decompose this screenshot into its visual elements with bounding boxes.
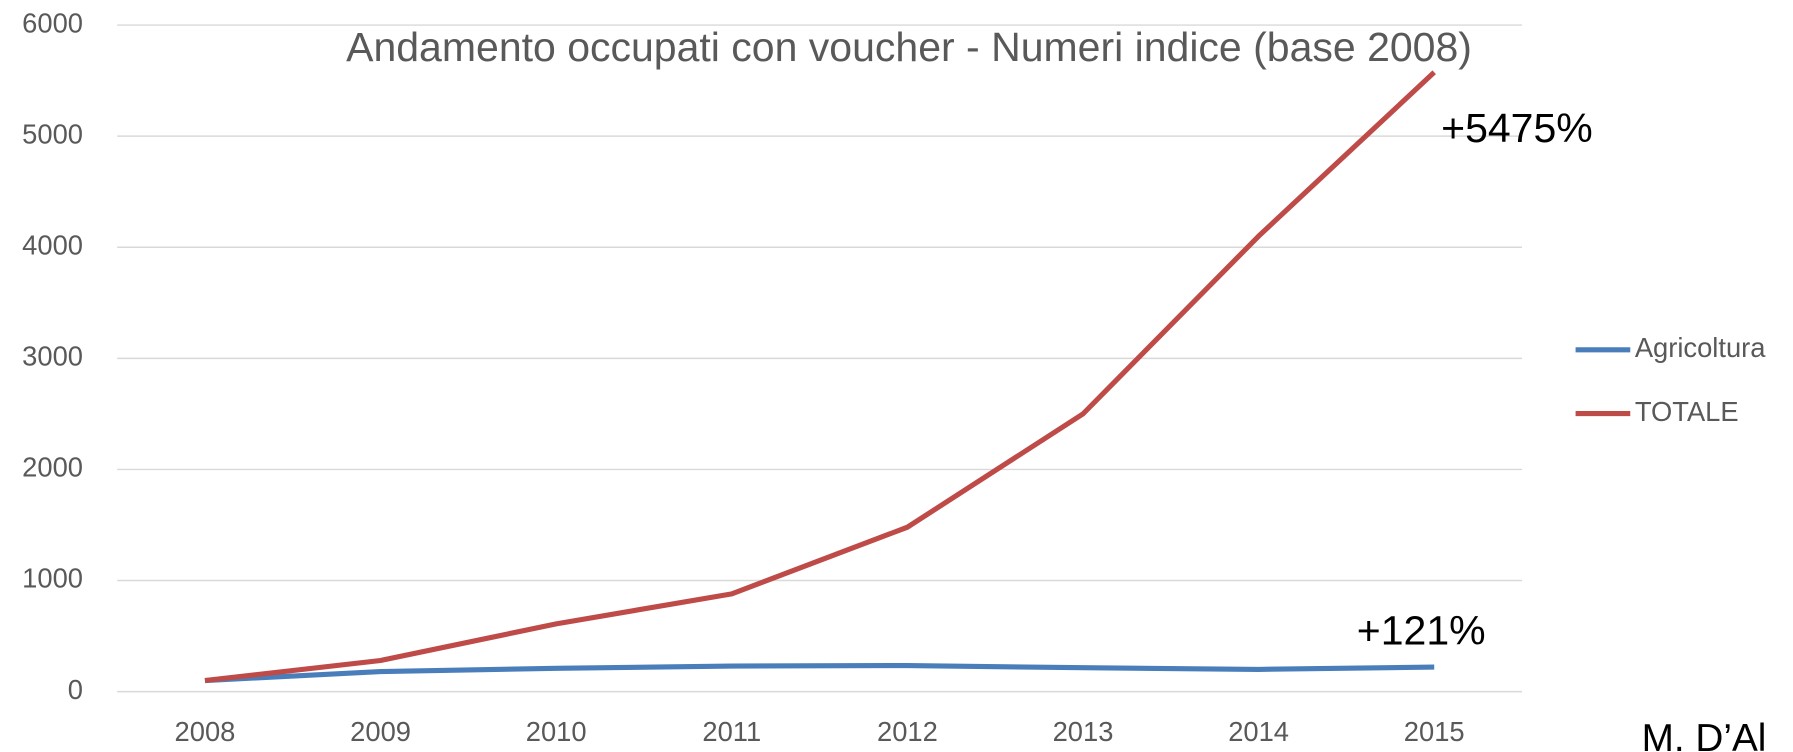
y-tick-label: 6000 <box>22 7 83 38</box>
footer: M. D’Al <box>1642 717 1767 752</box>
chart-title: Andamento occupati con voucher - Numeri … <box>346 24 1472 70</box>
line-series <box>204 662 1435 684</box>
x-tick-label: 2009 <box>350 716 411 747</box>
x-tick-label: 2015 <box>1404 716 1465 747</box>
x-tick-label: 2010 <box>526 716 587 747</box>
x-tick-label: 2013 <box>1053 716 1114 747</box>
y-tick-label: 5000 <box>22 118 83 149</box>
y-tick-label: 1000 <box>22 563 83 594</box>
line-series <box>204 70 1436 684</box>
x-tick-label: 2014 <box>1228 716 1289 747</box>
y-tick-label: 2000 <box>22 452 83 483</box>
x-tick-label: 2012 <box>877 716 938 747</box>
annotation: +5475% <box>1441 105 1593 151</box>
legend-label: Agricoltura <box>1635 332 1766 363</box>
annotation: +121% <box>1357 607 1486 653</box>
y-tick-label: 4000 <box>22 229 83 260</box>
legend-label: TOTALE <box>1635 396 1739 427</box>
x-tick-label: 2008 <box>175 716 236 747</box>
x-tick-label: 2011 <box>702 716 761 747</box>
y-tick-label: 3000 <box>22 341 83 372</box>
y-tick-label: 0 <box>68 674 83 705</box>
